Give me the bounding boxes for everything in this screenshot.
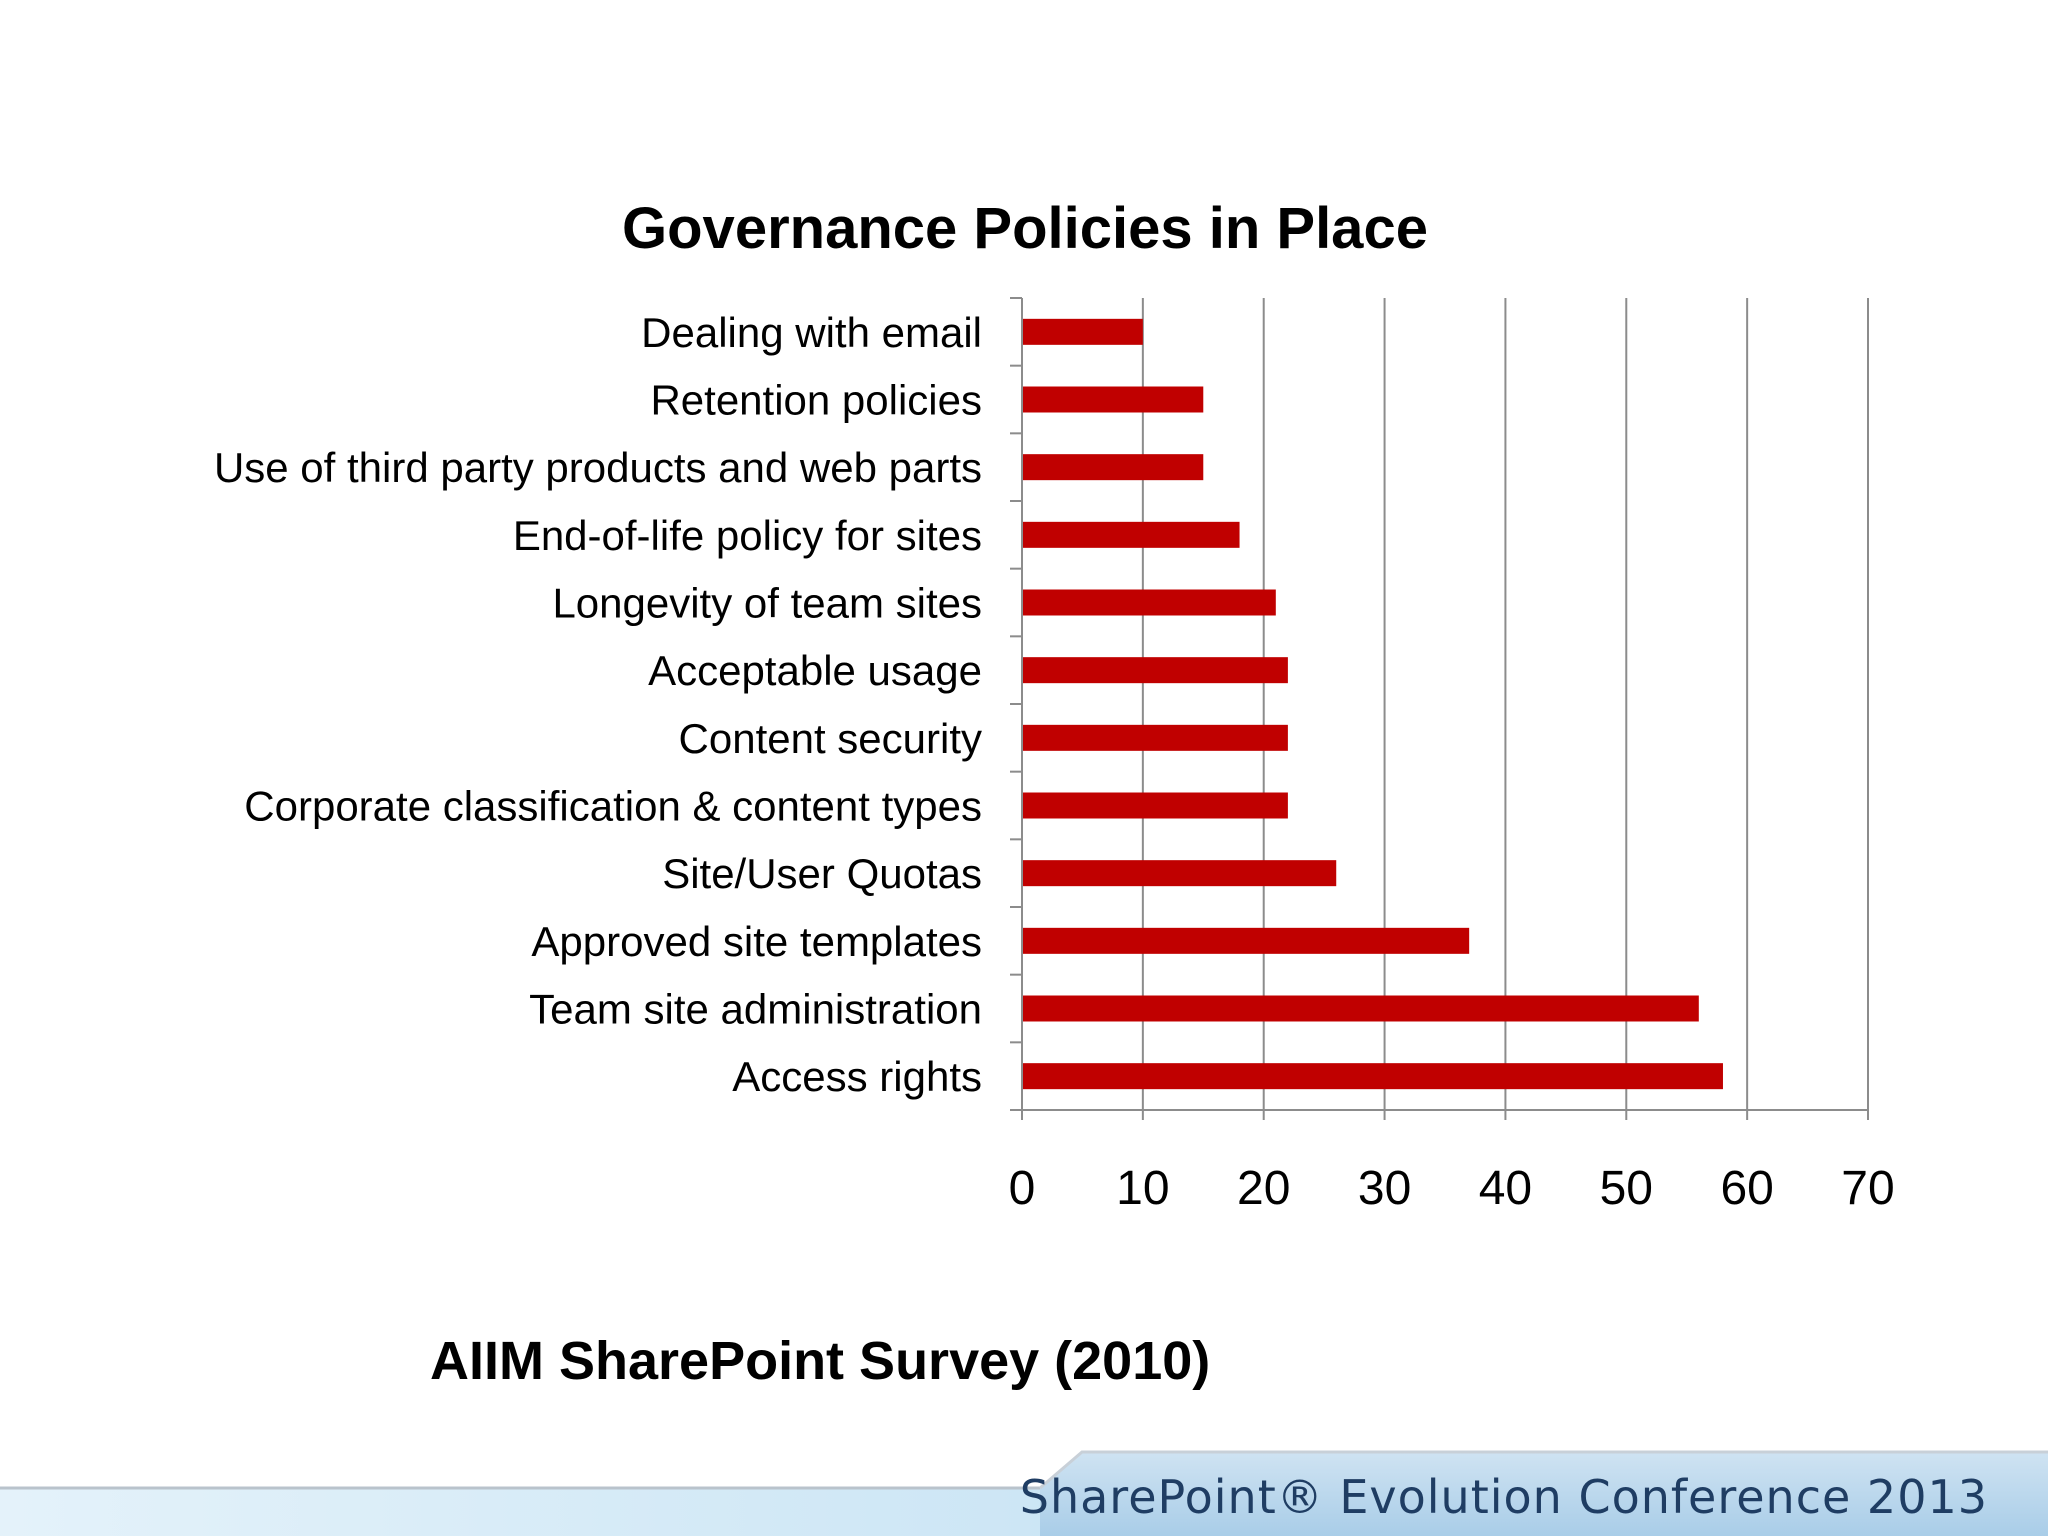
x-tick-label: 30 xyxy=(1358,1162,1411,1215)
category-label: Longevity of team sites xyxy=(552,580,982,627)
category-label: Team site administration xyxy=(529,986,982,1033)
category-label: Approved site templates xyxy=(531,918,982,965)
bar xyxy=(1023,657,1288,684)
bar xyxy=(1023,724,1288,751)
footer-banner xyxy=(0,1450,2048,1536)
bar xyxy=(1023,860,1337,887)
bar xyxy=(1023,995,1699,1022)
category-label: Site/User Quotas xyxy=(662,850,982,897)
bar xyxy=(1023,318,1143,345)
x-tick-label: 20 xyxy=(1237,1162,1290,1215)
bar xyxy=(1023,386,1204,413)
category-label: End-of-life policy for sites xyxy=(513,512,982,559)
category-label: Acceptable usage xyxy=(648,647,982,694)
bar xyxy=(1023,589,1276,616)
gridlines xyxy=(1141,298,1869,1110)
bar xyxy=(1023,792,1288,819)
category-label: Use of third party products and web part… xyxy=(214,444,982,491)
axes xyxy=(1010,297,1869,1120)
bar xyxy=(1023,927,1470,954)
category-label: Access rights xyxy=(732,1053,982,1100)
conference-footer-text: SharePoint® Evolution Conference 2013 xyxy=(1019,1470,1988,1524)
category-label: Dealing with email xyxy=(641,309,982,356)
category-label: Corporate classification & content types xyxy=(244,783,982,830)
x-tick-label: 60 xyxy=(1720,1162,1773,1215)
category-labels: Dealing with email Retention policies Use … xyxy=(214,309,982,1100)
bar xyxy=(1023,1063,1723,1090)
x-tick-label: 40 xyxy=(1479,1162,1532,1215)
category-label: Retention policies xyxy=(650,377,982,424)
x-tick-label: 0 xyxy=(1009,1162,1036,1215)
x-tick-label: 70 xyxy=(1841,1162,1894,1215)
survey-caption: AIIM SharePoint Survey (2010) xyxy=(430,1331,1211,1391)
bar xyxy=(1023,454,1204,481)
bar xyxy=(1023,521,1240,548)
x-tick-label: 10 xyxy=(1116,1162,1169,1215)
x-tick-label: 50 xyxy=(1600,1162,1653,1215)
bars xyxy=(1023,318,1723,1090)
chart-title: Governance Policies in Place xyxy=(622,196,1428,261)
tick-labels: 0 10 20 30 40 50 60 70 xyxy=(1009,1162,1895,1215)
category-label: Content security xyxy=(679,715,982,762)
